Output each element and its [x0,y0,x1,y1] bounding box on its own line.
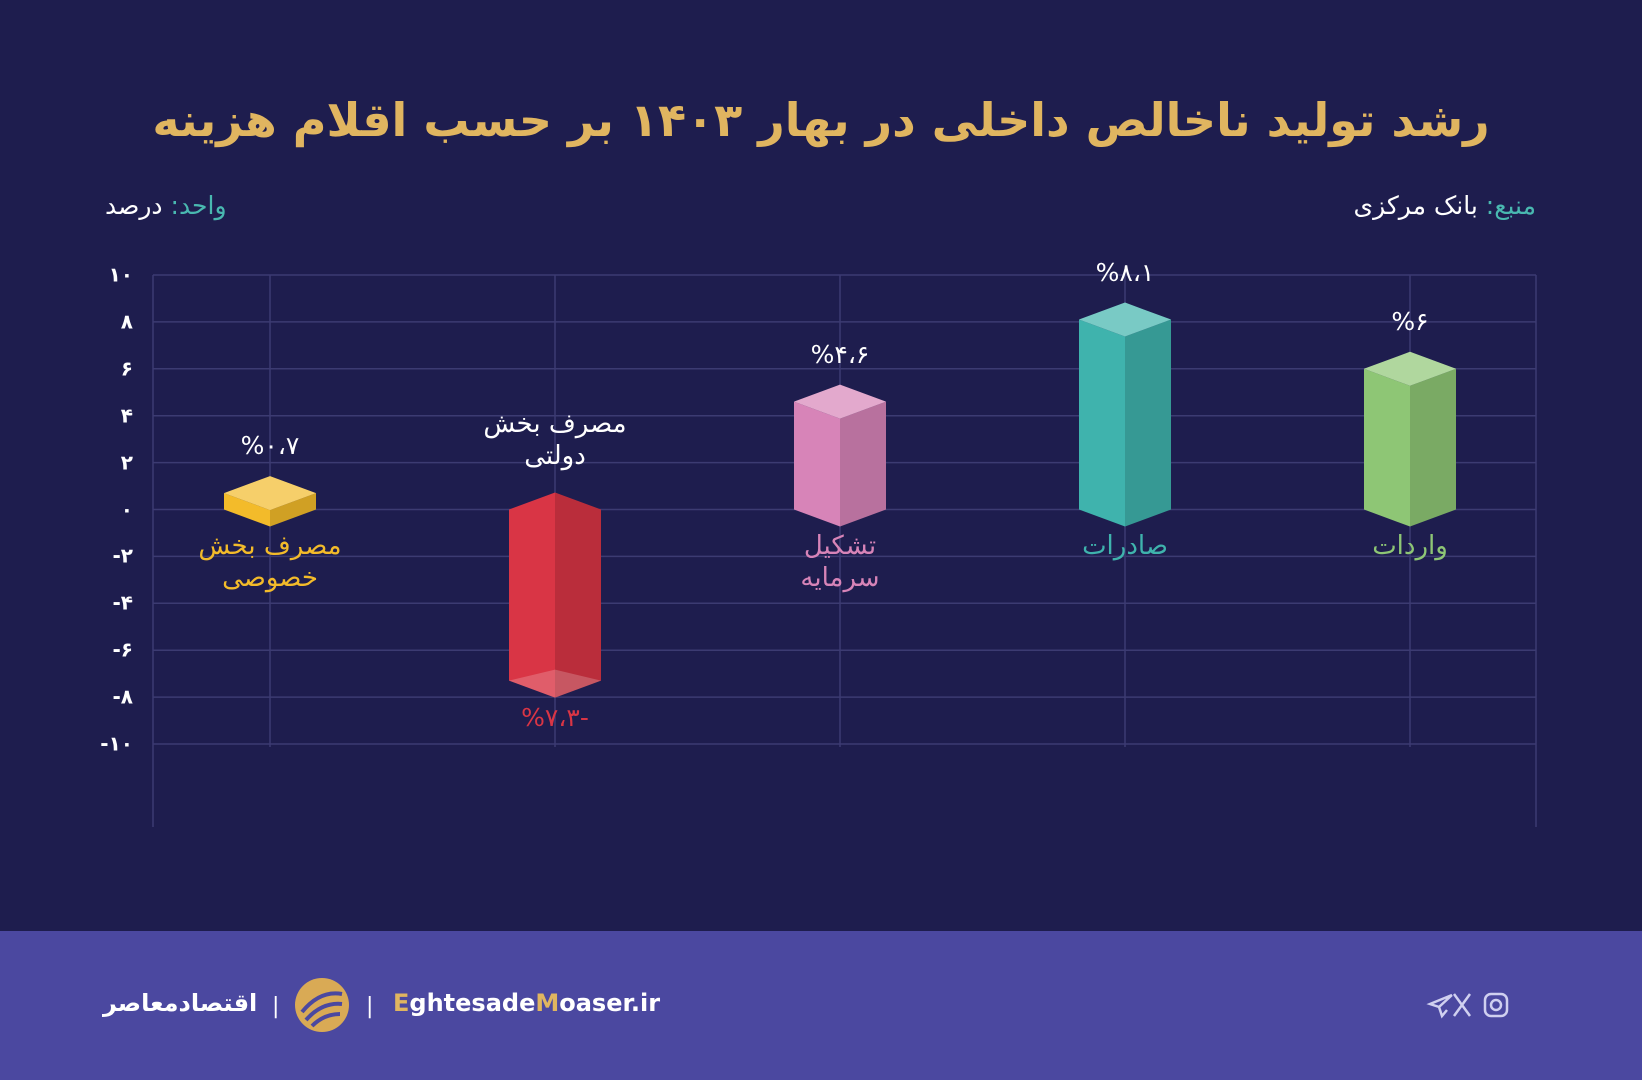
bar-top-light [224,476,316,511]
y-tick-label: ۴ [120,403,133,428]
bar-shade [840,401,886,527]
instagram-icon [1483,992,1509,1018]
bar-shade [555,492,601,698]
bar-top [1079,302,1171,337]
chart-title: رشد تولید ناخالص داخلی در بهار ۱۴۰۳ بر ح… [152,93,1490,147]
unit: واحد: درصد [105,190,227,221]
category-label: واردات [1372,530,1448,561]
category-label: صادرات [1082,530,1168,561]
source-name: بانک مرکزی [1353,191,1478,220]
bar-face [1364,368,1410,527]
category-label: مصرف بخش خصوصی [198,530,342,594]
y-tick-label: ۱۰ [108,262,133,287]
unit-name: درصد [105,191,163,220]
bar [794,384,886,527]
footer-band [0,931,1642,1080]
bar-shade [1125,319,1171,527]
y-tick-label: ۸ [120,309,133,334]
bar-bottom-light [509,669,601,698]
bar [1079,302,1171,527]
y-tick-label: -۶ [112,637,133,662]
unit-label: واحد: [170,191,227,220]
bar-face [270,493,316,527]
bar-face [1125,319,1171,527]
y-tick-label: ۰ [120,497,133,521]
bar-top-light [1079,302,1171,337]
source: منبع: بانک مرکزی [1354,190,1536,221]
telegram-icon [1426,993,1453,1019]
website-part: E [393,989,410,1017]
bar-face [224,493,270,527]
bar-shade [1410,368,1456,527]
y-tick-label: ۲ [120,450,133,475]
x-icon [1452,993,1472,1017]
brand: اقتصادمعاصر [103,989,258,1017]
value-label: %۸،۱ [1095,257,1155,287]
instagram-lens [1489,998,1503,1012]
bar-top [1364,351,1456,386]
bar-face [794,401,840,527]
social-icons [1426,992,1509,1019]
bar-top [224,476,316,511]
value-label: %۴،۶ [810,339,870,369]
value-label: -%۷،۳ [521,702,589,732]
bar-face [555,492,601,698]
y-tick-label: -۴ [112,590,133,615]
bar-top-light [1364,351,1456,386]
bar [224,476,316,527]
category-label: مصرف بخش دولتی [483,408,627,472]
bar-top-light [794,384,886,419]
bar-shade [270,493,316,527]
value-label: %۶ [1391,306,1429,336]
value-label: %۰،۷ [240,431,300,461]
y-tick-label: -۱۰ [100,731,133,756]
category-label: تشکیل سرمایه [800,530,880,594]
source-label: منبع: [1485,191,1536,220]
y-tick-label: -۸ [112,684,133,709]
website: EghtesadeMoaser.ir [393,988,660,1018]
bar [1364,351,1456,527]
bar-face [509,492,555,698]
bar [509,492,601,698]
logo-mark [300,991,343,1028]
bar-face [840,401,886,527]
separator: | [272,994,279,1019]
website-part: M [535,989,560,1017]
bar-top [794,384,886,419]
bar-face [1410,368,1456,527]
separator: | [366,994,373,1019]
y-tick-label: -۲ [112,543,133,568]
y-tick-label: ۶ [120,356,133,381]
website-part: ghtesade [409,989,536,1017]
website-part: oaser.ir [559,989,661,1017]
bar-face [1079,319,1125,527]
